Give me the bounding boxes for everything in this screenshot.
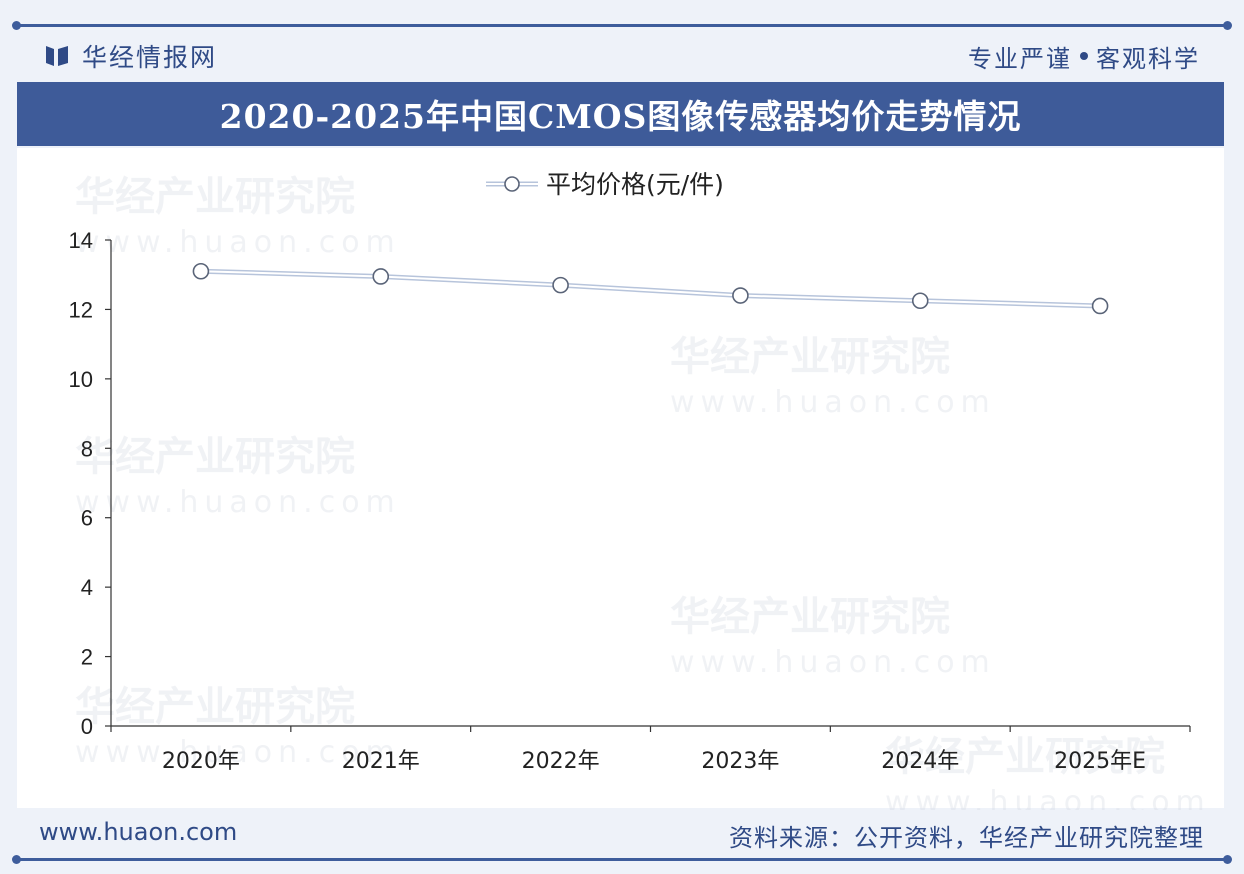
huajing-logo-icon <box>46 46 68 66</box>
brand: 华经情报网 <box>44 38 217 74</box>
slogan-dot-icon <box>1080 52 1088 60</box>
slogan-left: 专业严谨 <box>968 44 1072 73</box>
data-point <box>911 292 929 310</box>
y-tick-label: 6 <box>81 506 93 531</box>
watermark-url: www.huaon.com <box>75 735 401 770</box>
x-tick-label: 2023年 <box>701 749 779 774</box>
bottom-rule <box>12 855 1232 864</box>
x-tick-label: 2022年 <box>522 749 600 774</box>
data-point <box>552 276 569 294</box>
data-point <box>372 268 390 285</box>
slogan-right: 客观科学 <box>1096 44 1200 73</box>
y-tick-label: 2 <box>81 645 93 670</box>
y-tick-label: 10 <box>69 367 93 392</box>
watermark-url: www.huaon.com <box>75 225 401 260</box>
series-line-outer <box>200 268 1101 309</box>
watermark-name: 华经产业研究院 <box>75 434 355 480</box>
title-bar: 2020-2025年中国CMOS图像传感器均价走势情况 <box>17 82 1224 146</box>
watermark-url: www.huaon.com <box>670 385 996 420</box>
watermark-url: www.huaon.com <box>670 645 996 680</box>
legend-marker <box>504 176 520 192</box>
y-tick-label: 4 <box>81 575 93 600</box>
x-tick-label: 2021年 <box>342 749 420 774</box>
footer-source: 资料来源：公开资料，华经产业研究院整理 <box>729 824 1204 852</box>
y-tick-label: 14 <box>69 228 93 253</box>
data-point <box>1091 297 1109 315</box>
watermark-name: 华经产业研究院 <box>75 174 355 220</box>
series-line-inner <box>200 270 1101 307</box>
chart-title: 2020-2025年中国CMOS图像传感器均价走势情况 <box>219 97 1022 136</box>
y-tick-label: 0 <box>81 714 93 739</box>
legend-label: 平均价格(元/件) <box>546 170 724 199</box>
top-rule <box>12 21 1232 30</box>
x-tick-label: 2025年E <box>1054 749 1146 774</box>
brand-name: 华经情报网 <box>82 43 218 72</box>
watermark-url: www.huaon.com <box>75 485 401 520</box>
watermark-name: 华经产业研究院 <box>75 684 355 730</box>
x-tick-label: 2024年 <box>881 749 959 774</box>
data-point <box>732 287 749 304</box>
footer-url[interactable]: www.huaon.com <box>39 818 238 846</box>
watermark-name: 华经产业研究院 <box>670 334 950 380</box>
data-point <box>192 262 210 280</box>
y-tick-label: 8 <box>81 436 93 461</box>
watermark-name: 华经产业研究院 <box>670 594 950 640</box>
slogan: 专业严谨 客观科学 <box>968 38 1200 74</box>
y-tick-label: 12 <box>69 297 93 322</box>
footer: www.huaon.com 资料来源：公开资料，华经产业研究院整理 <box>17 810 1224 856</box>
watermark-name: 华经产业研究院 <box>885 734 1165 780</box>
plot-panel <box>17 148 1224 808</box>
x-tick-label: 2020年 <box>162 749 240 774</box>
